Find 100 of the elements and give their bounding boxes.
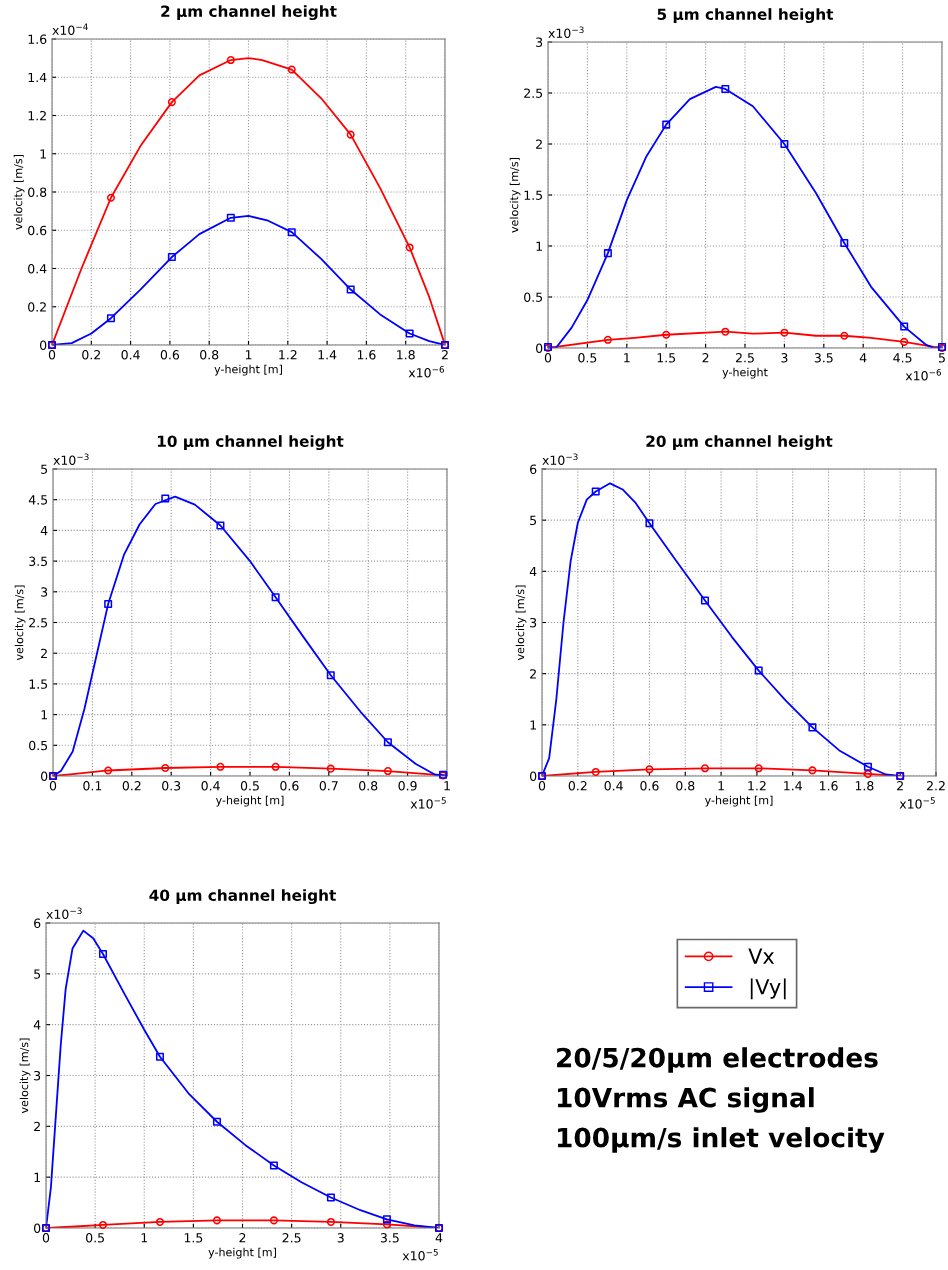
x-tick-label: 0.8 — [359, 781, 378, 791]
x-tick-label: 0.6 — [160, 350, 180, 360]
y-tick-label: 2.5 — [29, 617, 48, 628]
y-tick-label: 4 — [33, 1020, 41, 1030]
y-tick-label: 3.5 — [29, 556, 48, 567]
text: x10$^{−5}$ — [899, 797, 935, 809]
y-tick-label: 5 — [41, 464, 48, 474]
x-tick-label: 0.2 — [82, 350, 100, 360]
x-tick-label: 1 — [141, 1233, 148, 1243]
x-tick-label: 2 — [441, 350, 448, 360]
y-axis-title: velocity [m/s] — [13, 154, 25, 230]
x-tick-label: 0.9 — [398, 781, 417, 791]
x-tick-label: 0.3 — [162, 781, 181, 791]
x-tick-label: 1 — [245, 350, 252, 360]
x-tick-label: 2 — [239, 1233, 246, 1243]
x-tick-label: 5 — [938, 353, 945, 363]
y-tick-label: 0.8 — [28, 187, 47, 197]
y-tick-label: 2 — [530, 669, 536, 679]
x-tick-label: 2 — [702, 353, 709, 363]
y-tick-label: 0 — [536, 343, 543, 353]
y-tick-label: 3 — [530, 617, 537, 628]
y-tick-label: 5 — [530, 515, 537, 526]
y-tick-label: 3 — [536, 37, 543, 47]
x-tick-label: 0.4 — [121, 350, 140, 360]
x-tick-label: 4 — [859, 353, 867, 363]
y-tick-label: 0 — [41, 771, 48, 781]
y-tick-label: 0 — [34, 1223, 41, 1233]
x-axis-title: y-height [m] — [214, 364, 282, 376]
x-tick-label: 0.6 — [280, 781, 299, 791]
x-tick-label: 1.4 — [318, 350, 337, 360]
x-tick-label: 1.5 — [657, 353, 676, 363]
text: x10$^{−5}$ — [410, 797, 446, 809]
x-tick-label: 2.5 — [282, 1233, 301, 1243]
x-tick-label: 0.5 — [86, 1233, 104, 1243]
x-tick-label: 1.2 — [748, 781, 766, 791]
x-tick-label: 4.5 — [893, 353, 912, 363]
text: x10$^{−6}$ — [905, 369, 942, 381]
x-tick-label: 0.7 — [319, 781, 338, 791]
y-tick-label: 6 — [34, 918, 41, 928]
x-tick-label: 0 — [48, 350, 56, 360]
text: x10$^{−3}$ — [46, 907, 82, 919]
x-tick-label: 1.8 — [397, 350, 415, 360]
y-tick-label: 4 — [40, 526, 48, 536]
x-tick-label: 0.2 — [568, 781, 587, 791]
y-tick-label: 1.4 — [28, 72, 47, 82]
y-tick-label: 0 — [530, 771, 537, 781]
chart-title: 10 µm channel height — [157, 435, 344, 451]
x-tick-label: 1.6 — [819, 781, 838, 791]
y-tick-label: 2 — [41, 648, 47, 658]
y-tick-label: 1.6 — [28, 34, 47, 44]
x-tick-label: 1.2 — [279, 350, 297, 360]
x-tick-label: 0.5 — [240, 781, 259, 791]
y-axis-title: velocity [m/s] — [509, 157, 521, 233]
text: 20/5/20µm electrodes — [557, 1047, 878, 1073]
text: 10Vrms AC signal — [557, 1087, 814, 1113]
x-tick-label: 3.5 — [380, 1233, 399, 1243]
text: x10$^{−4}$ — [52, 23, 88, 35]
x-tick-label: 1 — [444, 781, 450, 791]
y-tick-label: 0.2 — [28, 302, 46, 312]
y-tick-label: 0.4 — [28, 263, 47, 274]
y-tick-label: 1.2 — [28, 110, 46, 121]
x-axis-title: y-height [m] — [208, 1247, 276, 1259]
legend-label: |Vy| — [750, 978, 786, 1000]
chart-title: 40 µm channel height — [149, 889, 336, 905]
y-tick-label: 5 — [34, 969, 41, 979]
text: x10$^{−5}$ — [402, 1249, 438, 1261]
x-tick-label: 1.5 — [184, 1233, 203, 1243]
y-tick-label: 2 — [536, 139, 542, 149]
x-tick-label: 2 — [897, 781, 903, 791]
text: 100µm/s inlet velocity — [557, 1127, 885, 1153]
text: x10$^{−3}$ — [53, 453, 89, 465]
legend-label: Vx — [748, 948, 775, 964]
y-tick-label: 1.5 — [524, 190, 543, 200]
y-tick-label: 0.6 — [28, 225, 47, 236]
y-axis-title: velocity [m/s] — [14, 585, 26, 661]
y-tick-label: 1 — [40, 149, 46, 159]
y-tick-label: 4.5 — [28, 495, 48, 505]
y-tick-label: 1.5 — [29, 679, 48, 689]
x-tick-label: 3.5 — [814, 353, 833, 363]
x-tick-label: 1.4 — [784, 781, 802, 791]
chart-title: 5 µm channel height — [657, 8, 834, 24]
x-tick-label: 0.1 — [83, 781, 102, 791]
y-axis-title: velocity [m/s] — [515, 585, 527, 661]
x-tick-label: 2.2 — [926, 781, 945, 791]
y-tick-label: 3 — [34, 1070, 41, 1081]
x-tick-label: 1 — [624, 353, 630, 363]
y-tick-label: 6 — [530, 464, 537, 474]
y-tick-label: 2.5 — [524, 88, 543, 98]
text: x10$^{−6}$ — [408, 366, 445, 378]
x-tick-label: 3 — [781, 353, 788, 363]
x-tick-label: 2.5 — [735, 353, 754, 363]
y-tick-label: 1 — [536, 241, 542, 251]
x-tick-label: 0.8 — [676, 781, 695, 791]
text: x10$^{−3}$ — [548, 26, 584, 38]
x-tick-label: 1 — [718, 781, 724, 791]
x-tick-label: 0.6 — [640, 781, 659, 791]
y-tick-label: 2 — [34, 1121, 40, 1132]
x-tick-label: 1.6 — [357, 350, 376, 360]
x-tick-label: 3 — [337, 1233, 344, 1243]
y-tick-label: 0.5 — [29, 740, 48, 751]
